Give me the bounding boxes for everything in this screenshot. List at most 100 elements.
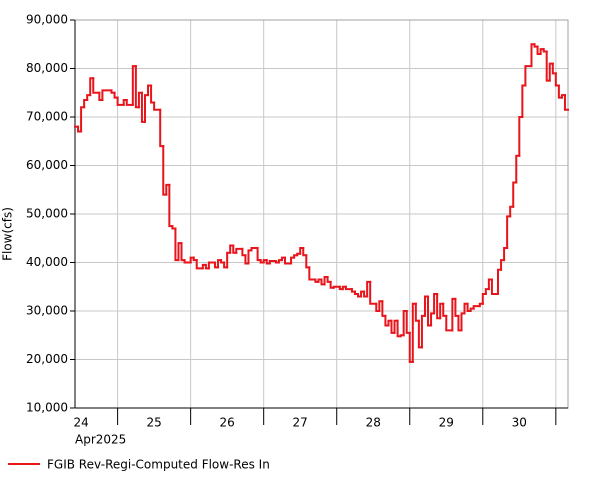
flow-step bbox=[369, 280, 378, 305]
flow-step bbox=[378, 300, 384, 312]
flow-step bbox=[563, 94, 569, 111]
flow-step bbox=[481, 293, 487, 305]
flow-step bbox=[420, 314, 426, 349]
flow-step bbox=[387, 319, 393, 327]
flow-step bbox=[366, 280, 372, 298]
flow-step bbox=[466, 302, 472, 312]
flow-step bbox=[280, 256, 286, 262]
flow-step bbox=[427, 295, 433, 327]
flow-step bbox=[551, 62, 557, 75]
flow-step bbox=[506, 215, 512, 249]
y-tick-label: 10,000 bbox=[26, 401, 68, 415]
y-tick-label: 40,000 bbox=[26, 255, 68, 269]
flow-step bbox=[92, 77, 101, 94]
flow-step bbox=[430, 312, 436, 327]
x-tick-label: 26 bbox=[220, 416, 235, 430]
flow-step bbox=[545, 50, 551, 82]
flow-step bbox=[150, 84, 156, 104]
flow-step bbox=[192, 256, 198, 262]
flow-step bbox=[232, 244, 238, 254]
flow-step bbox=[314, 278, 320, 283]
flow-step bbox=[277, 259, 283, 264]
flow-step bbox=[195, 259, 204, 270]
flow-step bbox=[174, 227, 180, 262]
flow-step bbox=[168, 183, 174, 228]
flow-step bbox=[472, 305, 481, 310]
flow-step bbox=[399, 334, 405, 338]
flow-step bbox=[256, 246, 262, 262]
flow-step bbox=[423, 295, 430, 317]
flow-step bbox=[274, 260, 280, 264]
flow-step bbox=[439, 302, 445, 320]
flow-step bbox=[226, 251, 232, 269]
flow-step bbox=[490, 278, 500, 296]
flow-step bbox=[503, 246, 509, 262]
flow-step bbox=[293, 254, 299, 259]
flow-step bbox=[463, 302, 469, 315]
flow-step bbox=[250, 246, 259, 252]
flow-step bbox=[89, 77, 95, 97]
x-tick-label: 24 bbox=[73, 416, 88, 430]
flow-step bbox=[405, 310, 411, 334]
x-tick-label: 27 bbox=[293, 416, 308, 430]
flow-step bbox=[557, 84, 563, 99]
flow-step bbox=[533, 43, 539, 48]
flow-step bbox=[131, 65, 137, 106]
flow-step bbox=[487, 278, 493, 291]
flow-step bbox=[290, 256, 296, 265]
flow-step bbox=[180, 242, 186, 262]
flow-step bbox=[469, 307, 475, 312]
flow-step bbox=[384, 314, 390, 327]
flow-step bbox=[268, 260, 277, 265]
flow-step bbox=[235, 247, 244, 254]
flow-step bbox=[165, 183, 171, 196]
flow-step bbox=[414, 302, 420, 322]
flow-step bbox=[302, 246, 308, 257]
flow-step bbox=[143, 94, 150, 123]
flow-step bbox=[110, 89, 116, 94]
flow-step bbox=[296, 252, 302, 257]
flow-step bbox=[521, 84, 527, 118]
flow-step bbox=[417, 319, 423, 349]
flow-step bbox=[509, 205, 515, 218]
flow-step bbox=[241, 247, 247, 257]
flow-step bbox=[484, 288, 490, 296]
y-axis-label: Flow(cfs) bbox=[1, 207, 15, 261]
flow-step bbox=[515, 154, 521, 184]
flow-step bbox=[153, 101, 162, 111]
flow-step bbox=[381, 300, 387, 317]
flow-step bbox=[402, 310, 408, 337]
flow-step bbox=[171, 225, 177, 230]
flow-step bbox=[317, 278, 323, 283]
flow-step bbox=[283, 256, 293, 265]
flow-step bbox=[217, 259, 223, 269]
flow-step bbox=[536, 45, 542, 55]
flow-step bbox=[500, 259, 506, 271]
x-tick-label: 29 bbox=[439, 416, 454, 430]
flow-step bbox=[140, 91, 146, 123]
flow-step bbox=[363, 290, 369, 298]
flow-step bbox=[539, 48, 545, 55]
y-tick-label: 70,000 bbox=[26, 110, 68, 124]
flow-step bbox=[554, 72, 560, 87]
flow-step bbox=[101, 89, 113, 102]
flow-step bbox=[454, 297, 460, 317]
flow-step bbox=[305, 254, 311, 269]
flow-step bbox=[162, 145, 168, 196]
flow-step bbox=[77, 125, 83, 133]
flow-step bbox=[512, 181, 518, 208]
y-tick-label: 80,000 bbox=[26, 61, 68, 75]
flow-step bbox=[451, 297, 457, 332]
flow-step bbox=[223, 261, 229, 269]
flow-step bbox=[323, 276, 329, 286]
flow-step bbox=[125, 99, 134, 106]
flow-step bbox=[201, 263, 207, 270]
flow-step bbox=[436, 293, 442, 320]
flow-step bbox=[159, 108, 165, 148]
flow-step bbox=[265, 259, 271, 265]
flow-step bbox=[341, 285, 347, 291]
flow-step bbox=[457, 314, 463, 332]
flow-step bbox=[460, 312, 466, 332]
